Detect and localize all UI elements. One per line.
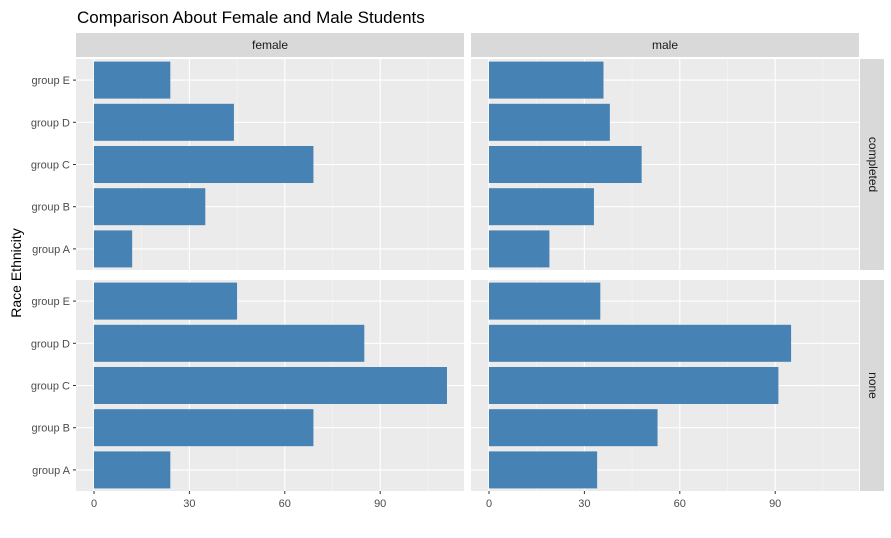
y-tick-label: group B [31,423,70,435]
bar-group-c [489,146,642,183]
bar-group-a [489,230,550,268]
x-tick-label: 90 [769,498,781,510]
x-tick-label: 30 [578,498,590,510]
panels-layer: female male completed none group A group B gro… [31,33,884,510]
bar-group-b [94,188,206,226]
y-tick-label: group C [31,160,70,172]
y-tick-label: group C [31,381,70,393]
y-tick-label: group E [31,75,70,87]
bar-group-e [94,61,171,99]
x-tick-label: 60 [279,498,291,510]
bar-group-c [94,367,447,404]
bar-group-d [94,324,365,362]
panel-female-completed [76,59,464,270]
bar-group-c [489,367,779,404]
y-tick-label: group D [31,117,70,129]
strip-female [76,33,464,57]
x-tick-label: 90 [374,498,386,510]
y-tick-label: group D [31,338,70,350]
bar-group-e [489,282,601,320]
y-tick-label: group B [31,202,70,214]
x-tick-label: 60 [674,498,686,510]
bar-group-c [94,146,314,183]
x-tick-label: 0 [486,498,492,510]
bar-group-e [94,282,238,320]
strip-male [471,33,859,57]
strip-label-female: female [252,38,288,52]
bar-group-a [94,230,133,268]
bar-group-d [489,103,610,141]
strip-label-completed: completed [866,137,880,192]
y-tick-label: group A [32,244,71,256]
bar-group-b [489,188,594,226]
y-axis-title: Race Ethnicity [8,228,24,317]
bar-group-e [489,61,604,99]
panel-female-none [76,280,464,491]
strip-none [860,280,884,491]
panel-male-none [471,280,859,491]
panel-male-completed [471,59,859,270]
y-tick-label: group A [32,465,71,477]
strip-completed [860,59,884,270]
bar-group-a [489,451,598,489]
x-tick-label: 0 [91,498,97,510]
strip-label-male: male [652,38,678,52]
bar-group-a [94,451,171,489]
bar-group-b [94,409,314,447]
bar-group-d [489,324,792,362]
bar-group-b [489,409,658,447]
chart-title: Comparison About Female and Male Student… [77,8,425,27]
strip-label-none: none [866,372,880,399]
y-tick-label: group E [31,296,70,308]
bar-group-d [94,103,234,141]
x-tick-label: 30 [183,498,195,510]
